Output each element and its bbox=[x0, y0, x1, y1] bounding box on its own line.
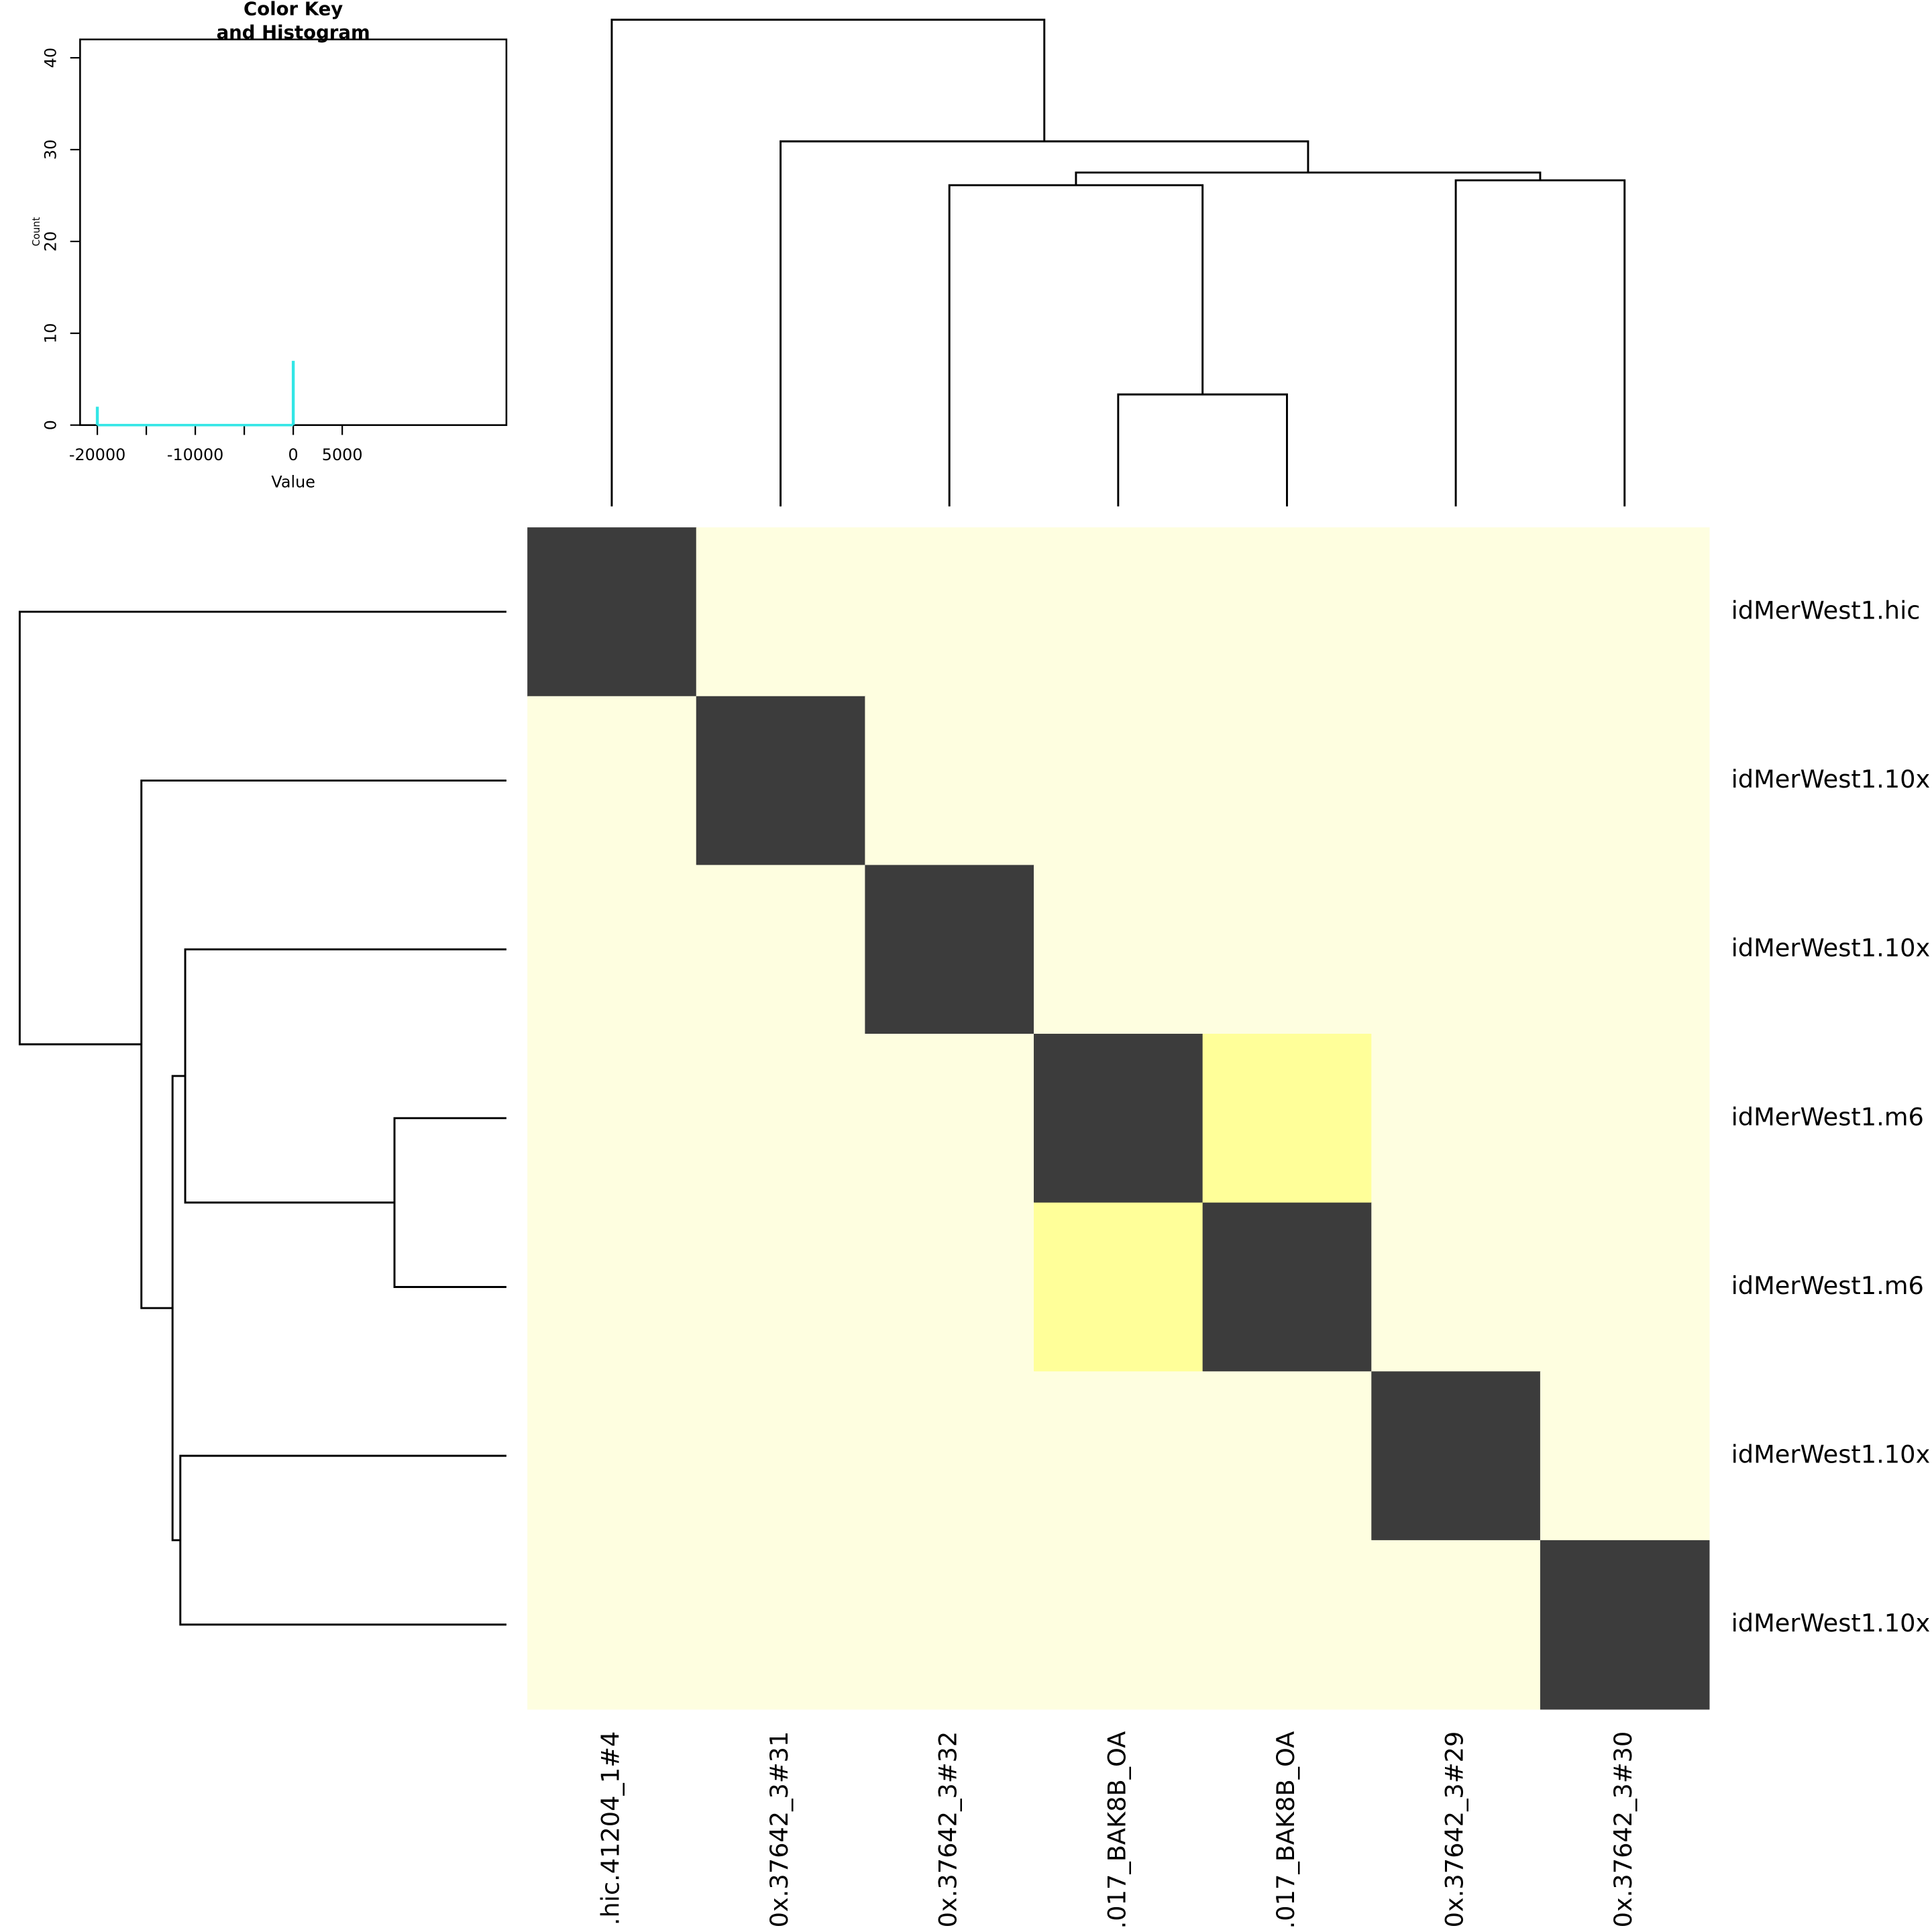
heat-cell bbox=[696, 1202, 866, 1373]
heat-cell bbox=[696, 865, 866, 1034]
heat-cell bbox=[527, 1202, 697, 1373]
heat-cell bbox=[1034, 1202, 1203, 1373]
heat-cell bbox=[1540, 1034, 1710, 1203]
heat-cell bbox=[1034, 1371, 1203, 1541]
heat-cell bbox=[1034, 696, 1203, 866]
dendrogram-link bbox=[18, 610, 506, 1046]
heat-cell bbox=[1202, 1371, 1373, 1541]
key-y-label: Count bbox=[31, 217, 42, 246]
heat-cell bbox=[865, 865, 1034, 1034]
heat-cell bbox=[1202, 1202, 1373, 1373]
heat-cell bbox=[1202, 865, 1373, 1034]
heat-cell bbox=[1034, 1034, 1203, 1203]
heat-cell bbox=[1202, 527, 1373, 697]
heat-cell bbox=[527, 1034, 697, 1203]
heat-cell bbox=[1202, 696, 1373, 866]
heat-cell bbox=[1371, 1202, 1541, 1373]
heat-cell bbox=[1371, 1034, 1541, 1203]
col-label: 0x.37642_3#30 bbox=[1609, 1731, 1638, 1928]
key-x-tick-label: -20000 bbox=[69, 445, 126, 464]
heat-cell bbox=[1540, 1540, 1710, 1710]
col-label: 0x.37642_3#32 bbox=[934, 1731, 963, 1928]
col-label: .017_BAK8B_OA bbox=[1271, 1731, 1300, 1929]
row-label: idMerWest1.hic bbox=[1731, 596, 1921, 625]
row-label: idMerWest1.m6 bbox=[1731, 1271, 1924, 1300]
row-label: idMerWest1.m6 bbox=[1731, 1102, 1924, 1131]
row-label: idMerWest1.10x bbox=[1731, 765, 1931, 794]
heat-cell bbox=[696, 527, 866, 697]
key-title: Color Key bbox=[244, 0, 343, 20]
row-label: idMerWest1.10x bbox=[1731, 934, 1931, 963]
key-y-tick-label: 20 bbox=[42, 231, 60, 252]
heat-cell bbox=[1540, 527, 1710, 697]
key-y-tick-label: 40 bbox=[42, 48, 60, 68]
heat-cell bbox=[865, 1540, 1034, 1710]
col-label: 0x.37642_3#29 bbox=[1440, 1731, 1469, 1928]
heat-cell bbox=[865, 1371, 1034, 1541]
dendrogram-link bbox=[140, 780, 506, 1309]
dendrogram-link bbox=[393, 1117, 506, 1288]
heat-cell bbox=[865, 527, 1034, 697]
col-label: 0x.37642_3#31 bbox=[765, 1731, 794, 1928]
heat-cell bbox=[1371, 696, 1541, 866]
heat-cell bbox=[527, 1371, 697, 1541]
heat-cell bbox=[1202, 1540, 1373, 1710]
heat-cell bbox=[527, 865, 697, 1034]
row-label: idMerWest1.10x bbox=[1731, 1609, 1931, 1638]
heat-cell bbox=[1371, 865, 1541, 1034]
heat-cell bbox=[696, 1034, 866, 1203]
dendrogram-link bbox=[1454, 179, 1626, 506]
dendrogram-link bbox=[179, 1454, 506, 1626]
key-x-tick-label: 0 bbox=[288, 445, 299, 464]
heat-cell bbox=[1202, 1034, 1373, 1203]
dendrogram-link bbox=[1117, 393, 1288, 506]
heat-cell bbox=[527, 527, 697, 697]
key-x-label: Value bbox=[271, 473, 315, 492]
heat-cell bbox=[1540, 696, 1710, 866]
dendrogram-link bbox=[780, 140, 1309, 506]
col-label: .017_BAK8B_OA bbox=[1102, 1731, 1131, 1929]
key-y-tick-label: 0 bbox=[42, 420, 60, 430]
key-y-tick-label: 30 bbox=[42, 140, 60, 160]
dendrogram-link bbox=[610, 18, 1046, 506]
heat-cell bbox=[865, 696, 1034, 866]
key-x-tick-label: 5000 bbox=[322, 445, 363, 464]
heat-cell bbox=[865, 1202, 1034, 1373]
heat-cell bbox=[1034, 1540, 1203, 1710]
key-y-tick-label: 10 bbox=[42, 323, 60, 343]
heat-cell bbox=[865, 1034, 1034, 1203]
heat-cell bbox=[696, 1371, 866, 1541]
dendrogram-link bbox=[948, 184, 1204, 506]
dendrogram-link bbox=[1075, 171, 1542, 186]
dendrogram-link bbox=[184, 948, 506, 1204]
heat-cell bbox=[527, 1540, 697, 1710]
heat-cell bbox=[696, 1540, 866, 1710]
heat-cell bbox=[527, 696, 697, 866]
heat-cell bbox=[696, 696, 866, 866]
heat-cell bbox=[1540, 1371, 1710, 1541]
heat-cell bbox=[1034, 527, 1203, 697]
key-x-tick-label: -10000 bbox=[167, 445, 224, 464]
dendrogram-link bbox=[171, 1075, 186, 1542]
row-label: idMerWest1.10x bbox=[1731, 1440, 1931, 1469]
col-label: .hic.41204_1#4 bbox=[596, 1731, 625, 1926]
heat-cell bbox=[1540, 1202, 1710, 1373]
heat-cell bbox=[1034, 865, 1203, 1034]
heat-cell bbox=[1371, 527, 1541, 697]
heat-cell bbox=[1540, 865, 1710, 1034]
heat-cell bbox=[1371, 1371, 1541, 1541]
heat-cell bbox=[1371, 1540, 1541, 1710]
